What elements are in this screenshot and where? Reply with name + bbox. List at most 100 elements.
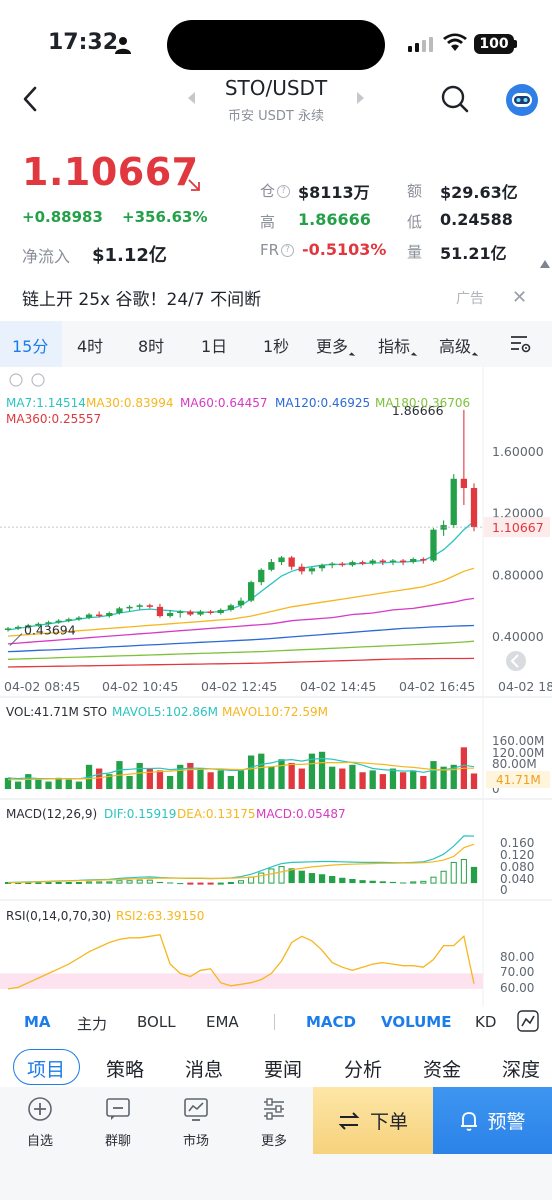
collapse-indicator-icon[interactable] — [540, 260, 550, 268]
tab-indicators[interactable]: 指标 — [378, 333, 418, 359]
nav-more[interactable]: 更多 — [244, 1096, 304, 1149]
macd-dif-line — [7, 835, 475, 884]
candle-body — [116, 608, 123, 613]
candle-body — [288, 557, 295, 567]
section-tab-headlines[interactable]: 要闻 — [264, 1059, 303, 1081]
macd-histogram-bar — [329, 876, 336, 884]
volume-bar — [106, 774, 113, 789]
nav-group-chat[interactable]: 群聊 — [88, 1096, 148, 1149]
volume-bar — [369, 770, 376, 789]
ad-close-icon[interactable]: ✕ — [512, 287, 528, 308]
candle-body — [177, 611, 184, 613]
candle-body — [349, 562, 356, 566]
tab-more[interactable]: 更多 — [316, 333, 356, 359]
candle-body — [450, 478, 457, 526]
indicator-divider — [274, 1014, 275, 1030]
macd-histogram-bar — [308, 873, 316, 884]
pair-title[interactable]: STO/USDT — [224, 76, 328, 100]
macd-dif-legend: DIF:0.15919 — [104, 807, 176, 821]
nav-watchlist[interactable]: 自选 — [10, 1096, 70, 1149]
ma120-legend: MA120:0.46925 — [275, 396, 370, 410]
macd-histogram-bar — [359, 880, 366, 884]
tab-15m[interactable]: 15分 — [12, 337, 49, 356]
status-time: 17:32 — [48, 30, 119, 55]
mavol10-legend: MAVOL10:72.59M — [222, 705, 328, 719]
search-icon[interactable] — [440, 84, 470, 114]
candle-body — [106, 613, 113, 617]
macd-histogram-bar — [86, 881, 93, 884]
volume-bar — [379, 774, 386, 789]
visibility-icon — [9, 373, 23, 387]
settings-gear-icon — [31, 373, 45, 387]
nav-market[interactable]: 市场 — [166, 1096, 226, 1149]
candle-body — [308, 568, 316, 572]
y-axis-tick-label: 1.20000 — [492, 506, 544, 521]
section-tab-news[interactable]: 消息 — [185, 1059, 224, 1081]
tab-1s[interactable]: 1秒 — [263, 337, 290, 356]
volume-bar — [389, 768, 397, 789]
help-icon[interactable]: ? — [277, 185, 291, 198]
signal-icon — [408, 37, 433, 52]
macd-histogram-bar — [136, 879, 143, 884]
help-icon[interactable]: ? — [281, 244, 295, 257]
candle-body — [460, 478, 468, 489]
indicator-tab-ema[interactable]: EMA — [206, 1013, 239, 1031]
tab-8h[interactable]: 8时 — [138, 337, 165, 356]
next-pair-icon[interactable] — [357, 92, 364, 104]
place-order-button[interactable]: 下单 — [313, 1087, 433, 1154]
rsi-y-tick: 60.00 — [500, 981, 534, 995]
prev-pair-icon[interactable] — [188, 92, 195, 104]
section-tab-depth[interactable]: 深度 — [502, 1059, 541, 1081]
indicator-tab-macd[interactable]: MACD — [306, 1013, 356, 1031]
macd-histogram-bar — [420, 880, 427, 884]
candle-body — [4, 628, 12, 630]
candle-body — [329, 563, 336, 566]
candle-body — [247, 582, 255, 601]
indicator-tab-main-force[interactable]: 主力 — [77, 1015, 108, 1033]
candle-body — [430, 529, 437, 561]
indicator-tab-kd[interactable]: KD — [475, 1013, 497, 1031]
dynamic-island — [167, 20, 385, 70]
chart-settings-icon[interactable] — [510, 335, 532, 353]
indicator-tab-ma[interactable]: MA — [24, 1013, 51, 1031]
candle-body — [217, 609, 224, 613]
volume-y-tick: 0 — [492, 782, 500, 796]
volume-bar — [187, 762, 194, 789]
candle-body — [470, 488, 478, 528]
volume-bar — [197, 768, 204, 789]
section-tab-project[interactable]: 项目 — [27, 1059, 66, 1081]
macd-histogram-bar — [399, 882, 407, 884]
candle-body — [35, 623, 42, 626]
tab-advanced[interactable]: 高级 — [439, 333, 479, 359]
pair-subtitle: 币安 USDT 永续 — [228, 109, 324, 124]
tab-1d[interactable]: 1日 — [201, 337, 228, 356]
price-alert-button[interactable]: 预警 — [433, 1087, 552, 1154]
candle-body — [207, 611, 214, 613]
section-tab-funds[interactable]: 资金 — [423, 1059, 462, 1081]
candlestick-chart[interactable]: 1.60000 1.20000 0.80000 0.40000 1.10667 1.866… — [0, 367, 552, 1007]
back-arrow-icon[interactable] — [18, 84, 44, 114]
draw-tool-icon[interactable] — [517, 1010, 539, 1032]
candle-body — [258, 569, 265, 583]
macd-histogram-bar — [106, 881, 113, 884]
candle-body — [187, 611, 194, 615]
volume-bar — [410, 770, 417, 789]
candle-body — [75, 617, 83, 620]
indicator-tab-volume[interactable]: VOLUME — [381, 1013, 452, 1031]
tab-4h[interactable]: 4时 — [77, 337, 104, 356]
candle-body — [65, 619, 72, 621]
indicator-tab-boll[interactable]: BOLL — [137, 1013, 176, 1031]
macd-histogram-bar — [248, 876, 255, 884]
section-tab-analysis[interactable]: 分析 — [344, 1059, 383, 1081]
macd-dea-line — [7, 843, 475, 884]
last-price-tag: 1.10667 — [492, 520, 544, 535]
person-icon — [115, 37, 131, 54]
section-tab-strategy[interactable]: 策略 — [106, 1059, 145, 1081]
candle-body — [166, 613, 174, 617]
price-alert-label: 预警 — [487, 1111, 526, 1133]
macd-histogram-bar — [35, 882, 42, 885]
assistant-bot-icon[interactable] — [505, 83, 539, 117]
ad-banner-text[interactable]: 链上开 25x 谷歌！24/7 不间断 — [22, 290, 262, 310]
macd-histogram-bar — [318, 874, 326, 884]
funding-rate-value: -0.5103% — [302, 240, 387, 259]
